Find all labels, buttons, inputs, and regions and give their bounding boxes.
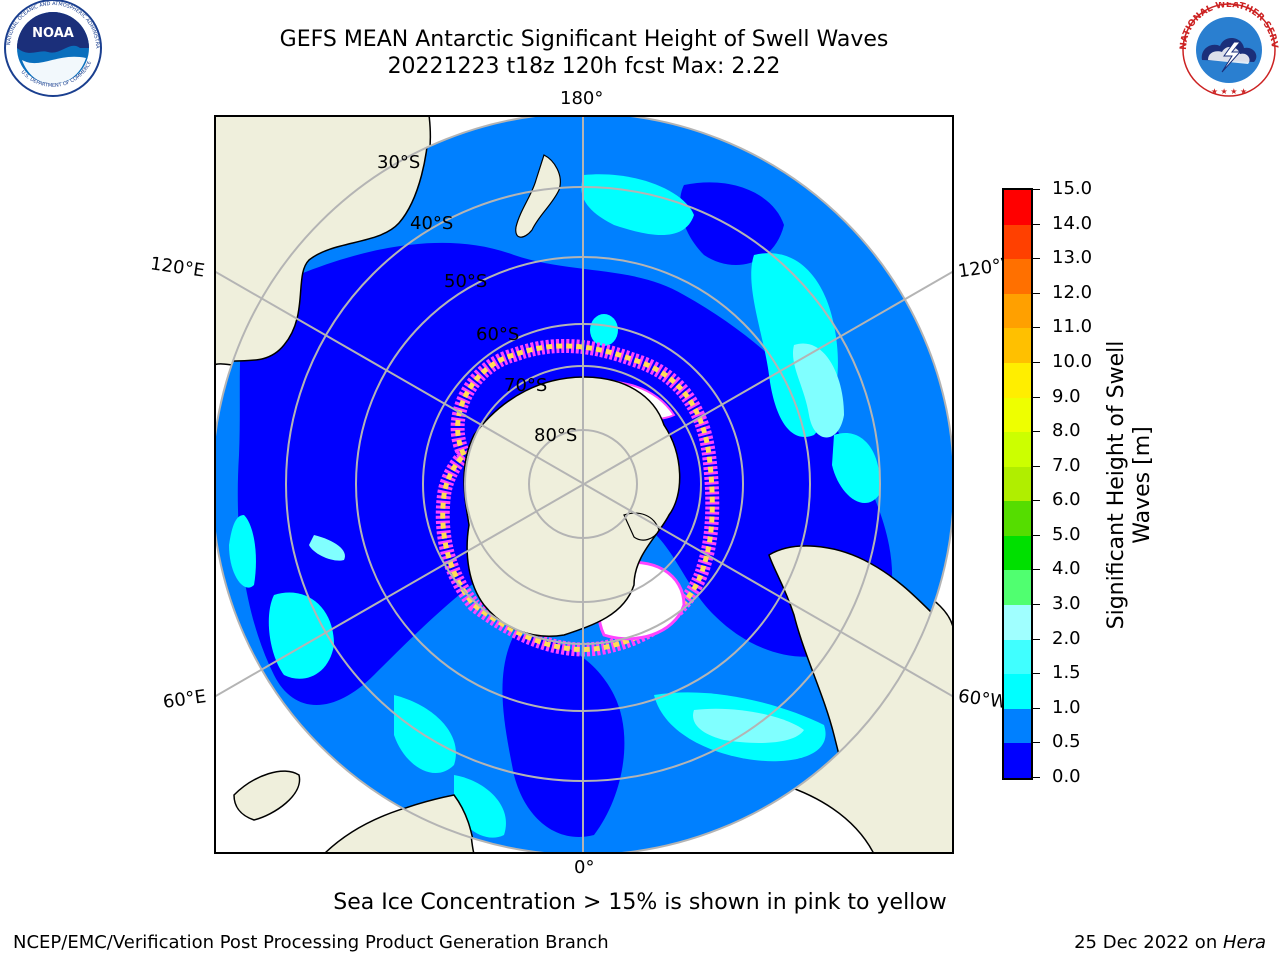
graticule	[216, 117, 952, 852]
colorbar-tick-label: 4.0	[1052, 558, 1081, 580]
colorbar-segment	[1004, 500, 1031, 536]
colorbar-segment	[1004, 742, 1031, 778]
colorbar-tick-label: 1.5	[1052, 662, 1081, 684]
svg-text:★ ★ ★ ★: ★ ★ ★ ★	[1211, 87, 1247, 96]
colorbar-segment	[1004, 258, 1031, 294]
lat-label-50s: 50°S	[444, 271, 487, 292]
colorbar	[1002, 188, 1033, 780]
colorbar-tick-label: 10.0	[1052, 350, 1093, 372]
colorbar-tick	[1033, 742, 1040, 744]
colorbar-tick-label: 0.0	[1052, 766, 1081, 787]
new-zealand	[515, 154, 561, 238]
ocean-swell-patch	[581, 174, 694, 235]
colorbar-segment	[1004, 466, 1031, 502]
colorbar-segment	[1004, 327, 1031, 363]
lat-label-70s: 70°S	[504, 375, 547, 396]
lat-label-80s: 80°S	[534, 425, 577, 446]
colorbar-tick-label: 1.0	[1052, 696, 1081, 718]
colorbar-title: Significant Height of Swell Waves [m]	[1104, 275, 1156, 695]
colorbar-tick-label: 8.0	[1052, 420, 1081, 442]
colorbar-segment	[1004, 293, 1031, 329]
colorbar-tick	[1033, 777, 1040, 778]
colorbar-segment	[1004, 397, 1031, 433]
footer-branch: NCEP/EMC/Verification Post Processing Pr…	[13, 932, 609, 953]
colorbar-segment	[1004, 673, 1031, 709]
lon-label-60e: 60°E	[161, 686, 208, 713]
lon-label-180: 180°	[560, 88, 604, 109]
colorbar-tick	[1033, 604, 1040, 606]
colorbar-segment	[1004, 431, 1031, 467]
colorbar-tick	[1033, 361, 1040, 363]
colorbar-segment	[1004, 708, 1031, 744]
colorbar-tick	[1033, 258, 1040, 260]
lon-label-0: 0°	[574, 857, 595, 878]
antarctica	[463, 376, 681, 637]
lat-label-30s: 30°S	[377, 152, 420, 173]
colorbar-tick-label: 9.0	[1052, 385, 1081, 407]
lat-label-60s: 60°S	[476, 324, 519, 345]
sea-ice-note: Sea Ice Concentration > 15% is shown in …	[333, 890, 947, 915]
lon-label-120e: 120°E	[148, 253, 206, 282]
colorbar-tick	[1033, 569, 1040, 571]
colorbar-tick	[1033, 638, 1040, 640]
svg-text:NOAA: NOAA	[32, 26, 74, 41]
colorbar-tick-label: 3.0	[1052, 593, 1081, 615]
lat-label-40s: 40°S	[410, 213, 453, 234]
colorbar-title-line2: Waves [m]	[1130, 426, 1155, 544]
colorbar-tick-label: 13.0	[1052, 247, 1093, 269]
colorbar-tick	[1033, 534, 1040, 536]
colorbar-segment	[1004, 362, 1031, 398]
footer-date-text: 25 Dec 2022 on	[1074, 932, 1223, 953]
colorbar-tick	[1033, 673, 1040, 675]
footer-host: Hera	[1222, 932, 1266, 953]
colorbar-segment	[1004, 639, 1031, 675]
colorbar-segment	[1004, 190, 1031, 225]
polar-map: 30°S 40°S 50°S 60°S 70°S 80°S	[214, 115, 954, 854]
colorbar-tick-label: 5.0	[1052, 523, 1081, 545]
colorbar-tick	[1033, 327, 1040, 329]
colorbar-segment	[1004, 535, 1031, 571]
colorbar-tick	[1033, 707, 1040, 709]
colorbar-tick-label: 15.0	[1052, 178, 1093, 199]
colorbar-tick-label: 14.0	[1052, 212, 1093, 234]
noaa-logo: NOAA NATIONAL OCEANIC AND ATMOSPHERIC AD…	[0, 0, 102, 97]
colorbar-tick	[1033, 465, 1040, 467]
colorbar-tick	[1033, 500, 1040, 502]
colorbar-tick	[1033, 292, 1040, 294]
colorbar-tick-label: 7.0	[1052, 454, 1081, 476]
colorbar-tick-label: 2.0	[1052, 627, 1081, 649]
colorbar-tick	[1033, 189, 1040, 190]
colorbar-tick-label: 0.5	[1052, 731, 1081, 753]
nws-logo: NATIONAL WEATHER SERVICE ★ ★ ★ ★	[1178, 2, 1279, 97]
colorbar-title-line1: Significant Height of Swell	[1104, 340, 1129, 630]
colorbar-segment	[1004, 604, 1031, 640]
colorbar-segment	[1004, 569, 1031, 606]
colorbar-tick-label: 6.0	[1052, 489, 1081, 511]
colorbar-tick	[1033, 396, 1040, 398]
chart-title: GEFS MEAN Antarctic Significant Height o…	[279, 27, 889, 52]
colorbar-tick	[1033, 431, 1040, 433]
colorbar-segment	[1004, 224, 1031, 260]
colorbar-tick	[1033, 223, 1040, 225]
colorbar-tick-label: 12.0	[1052, 281, 1093, 303]
footer-date: 25 Dec 2022 on Hera	[1074, 932, 1266, 953]
chart-subtitle: 20221223 t18z 120h fcst Max: 2.22	[387, 54, 781, 79]
colorbar-tick-label: 11.0	[1052, 316, 1093, 338]
